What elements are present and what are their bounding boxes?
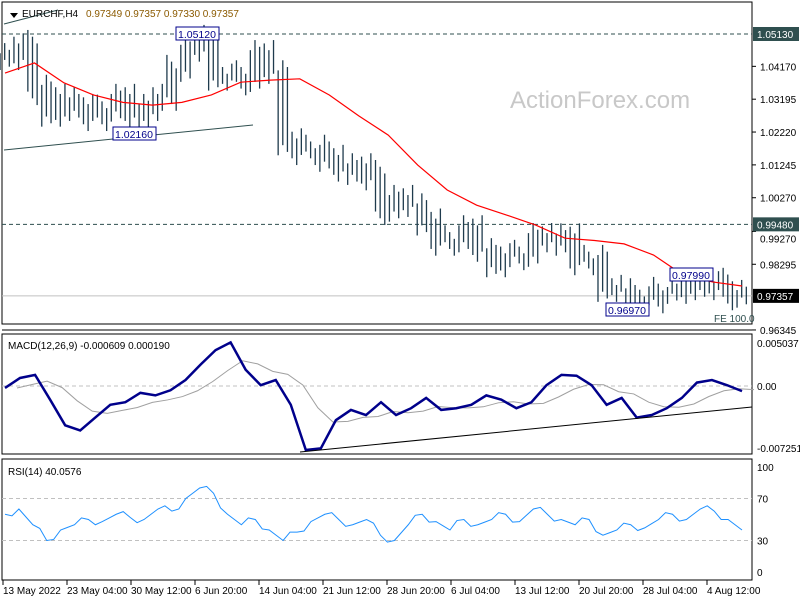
rsi-tick-label: 70 <box>757 495 769 506</box>
x-tick-label: 30 May 12:00 <box>131 586 192 597</box>
symbol-label: EURCHF,H4 <box>22 9 79 20</box>
x-tick-label: 28 Jun 20:00 <box>387 586 445 597</box>
y-tick-label: 1.04170 <box>760 62 797 73</box>
macd-tick-label: -0.007251 <box>757 444 800 455</box>
y-tick-label: 0.98295 <box>760 260 797 271</box>
rsi-tick-label: 100 <box>757 463 774 474</box>
y-tick-label: 1.02220 <box>760 128 797 139</box>
x-tick-label: 6 Jul 04:00 <box>451 586 500 597</box>
macd-tick-label: 0.00 <box>757 382 777 393</box>
watermark: ActionForex.com <box>510 87 690 114</box>
x-tick-label: 13 Jul 12:00 <box>515 586 570 597</box>
macd-panel <box>1 333 753 455</box>
current-price-tag <box>753 288 799 303</box>
trendline <box>3 9 59 25</box>
y-tick-label: 1.03195 <box>760 95 797 106</box>
price-annotation-label: 1.05120 <box>178 29 216 41</box>
moving-average-line <box>4 62 743 287</box>
x-tick-label: 28 Jul 04:00 <box>643 586 698 597</box>
level-tag-label: 1.05130 <box>757 30 794 41</box>
rsi-tick-label: 0 <box>757 568 763 579</box>
x-tick-label: 4 Aug 12:00 <box>707 586 761 597</box>
x-tick-label: 20 Jul 20:00 <box>579 586 634 597</box>
price-annotation-label: 0.96970 <box>608 305 646 317</box>
rsi-title: RSI(14) 40.0576 <box>8 467 82 478</box>
ohlc-readout: 0.97349 0.97357 0.97330 0.97357 <box>86 9 239 20</box>
level-tag <box>753 27 799 41</box>
price-panel <box>1 1 753 325</box>
macd-line <box>4 340 743 452</box>
rsi-tick-label: 30 <box>757 537 769 548</box>
rsi-line <box>4 485 743 543</box>
macd-signal-line <box>16 360 755 423</box>
current-price-label: 0.97357 <box>757 292 794 303</box>
price-annotation-box <box>669 267 714 282</box>
x-tick-label: 23 May 04:00 <box>67 586 128 597</box>
fe-label: FE 100.0 <box>714 314 755 325</box>
price-annotation-box <box>605 302 650 317</box>
macd-title: MACD(12,26,9) -0.000609 0.000190 <box>8 341 170 352</box>
x-tick-label: 6 Jun 20:00 <box>195 586 248 597</box>
rsi-panel <box>1 458 753 581</box>
macd-trendline <box>299 406 753 453</box>
collapse-triangle-icon[interactable] <box>10 13 18 18</box>
y-tick-label: 1.01245 <box>760 161 797 172</box>
price-annotation-box <box>112 126 157 141</box>
level-tag <box>753 217 799 232</box>
x-tick-label: 13 May 2022 <box>3 586 61 597</box>
price-annotation-box <box>175 26 220 41</box>
price-annotation-label: 0.97990 <box>672 270 710 282</box>
y-tick-label: 0.99270 <box>760 234 797 245</box>
x-tick-label: 14 Jun 04:00 <box>259 586 317 597</box>
level-tag-label: 0.99480 <box>757 220 794 231</box>
y-tick-label: 1.00270 <box>760 194 797 205</box>
y-tick-label: 0.96345 <box>760 326 797 337</box>
macd-tick-label: 0.005037 <box>757 339 799 350</box>
price-annotation-label: 1.02160 <box>115 129 153 141</box>
x-tick-label: 21 Jun 12:00 <box>323 586 381 597</box>
